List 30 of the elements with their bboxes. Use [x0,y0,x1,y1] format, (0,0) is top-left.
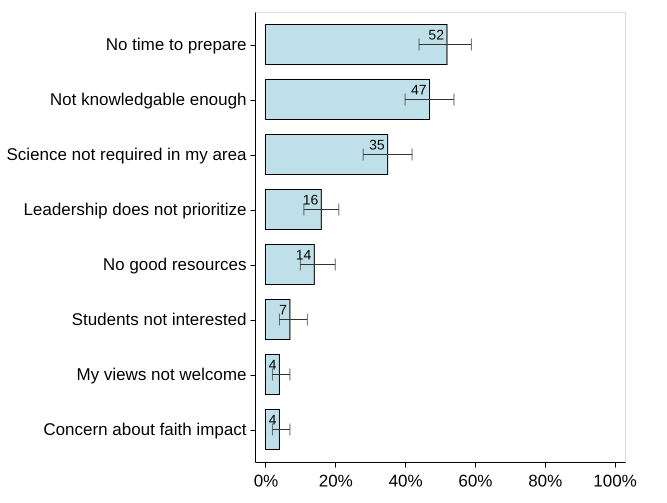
bar [264,24,448,65]
bar [264,244,315,285]
x-tick-label: 80% [528,472,562,490]
x-tick-label: 40% [388,472,423,490]
x-tick-label: 100% [593,472,637,490]
x-tick-label: 20% [318,472,353,490]
bar [264,299,290,340]
y-tick-label: No good resources [102,255,246,274]
data-label: 52 [428,26,444,42]
data-label: 4 [268,412,277,428]
y-tick-label: Students not interested [72,310,246,329]
bar [264,409,280,450]
data-label: 47 [410,82,427,98]
y-tick-label: No time to prepare [106,35,246,54]
x-tick-label: 0% [254,472,278,490]
y-tick-label: My views not welcome [76,365,246,384]
bar [264,134,388,175]
data-label: 16 [302,192,319,208]
x-tick-label: 60% [458,472,492,490]
y-tick-label: Concern about faith impact [43,420,247,439]
data-label: 7 [279,302,288,318]
bar [264,354,280,395]
y-tick-label: Not knowledgable enough [50,90,246,109]
bar [264,189,322,230]
y-tick-label: Leadership does not prioritize [23,200,246,219]
data-label: 14 [296,246,312,262]
data-label: 35 [369,136,385,152]
data-label: 4 [268,356,277,372]
y-tick-label: Science not required in my area [6,145,248,164]
bar [264,79,430,120]
